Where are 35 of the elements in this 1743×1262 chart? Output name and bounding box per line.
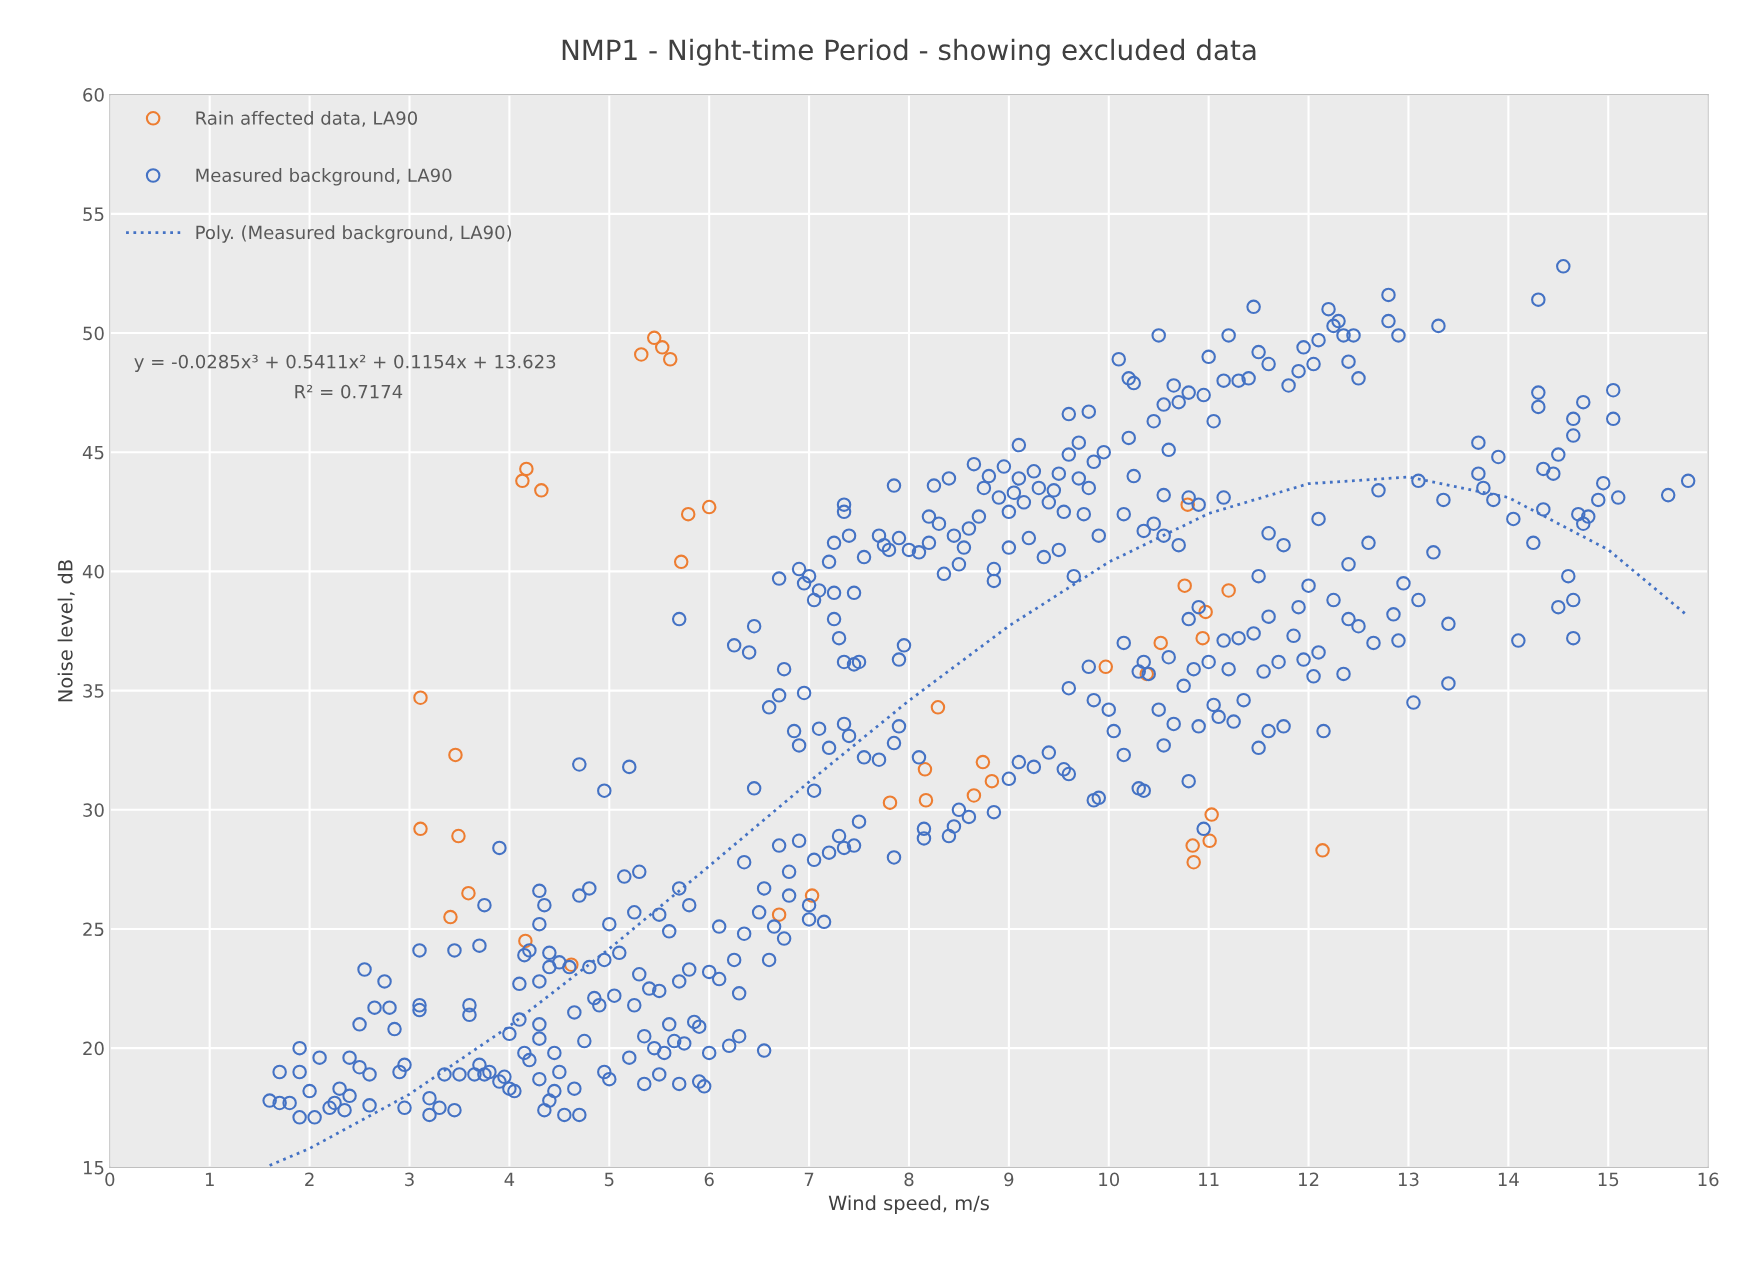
y-tick-label: 25 [83, 922, 104, 937]
legend-label: Rain affected data, LA90 [196, 110, 418, 127]
x-tick-label: 16 [1698, 1172, 1719, 1187]
y-axis-title: Noise level, dB [57, 560, 75, 702]
legend-label: Measured background, LA90 [196, 168, 452, 186]
x-tick-label: 14 [1498, 1172, 1519, 1186]
x-tick-label: 13 [1398, 1172, 1419, 1187]
x-tick-label: 0 [105, 1172, 115, 1187]
x-tick-label: 4 [504, 1172, 515, 1186]
y-tick-label: 40 [82, 564, 104, 579]
x-tick-label: 11 [1199, 1172, 1219, 1186]
y-tick-label: 45 [82, 445, 104, 460]
x-tick-label: 15 [1598, 1172, 1619, 1187]
y-tick-label: 15 [83, 1161, 104, 1175]
x-tick-label: 1 [205, 1172, 214, 1186]
y-tick-label: 20 [83, 1041, 104, 1056]
x-tick-label: 10 [1099, 1172, 1120, 1187]
x-tick-label: 6 [704, 1172, 714, 1187]
x-tick-label: 5 [604, 1172, 614, 1187]
annotation: y = -0.0285x³ + 0.5411x² + 0.1154x + 13.623 [134, 354, 556, 372]
x-axis-title: Wind speed, m/s [828, 1195, 989, 1215]
legend-label: Poly. (Measured background, LA90) [196, 225, 512, 243]
x-tick-label: 9 [1004, 1172, 1014, 1187]
chart-title: NMP1 - Night-time Period - showing excluded data [562, 38, 1256, 66]
annotation: R² = 0.7174 [295, 384, 403, 399]
x-tick-label: 8 [904, 1172, 914, 1187]
x-tick-label: 7 [804, 1172, 814, 1186]
y-tick-label: 50 [83, 326, 104, 341]
y-tick-label: 35 [83, 684, 104, 698]
x-tick-label: 3 [405, 1172, 414, 1187]
y-tick-label: 55 [83, 207, 104, 221]
y-tick-label: 30 [83, 803, 104, 817]
y-tick-label: 60 [83, 88, 104, 102]
x-tick-label: 12 [1299, 1172, 1319, 1186]
x-tick-label: 2 [305, 1172, 314, 1186]
